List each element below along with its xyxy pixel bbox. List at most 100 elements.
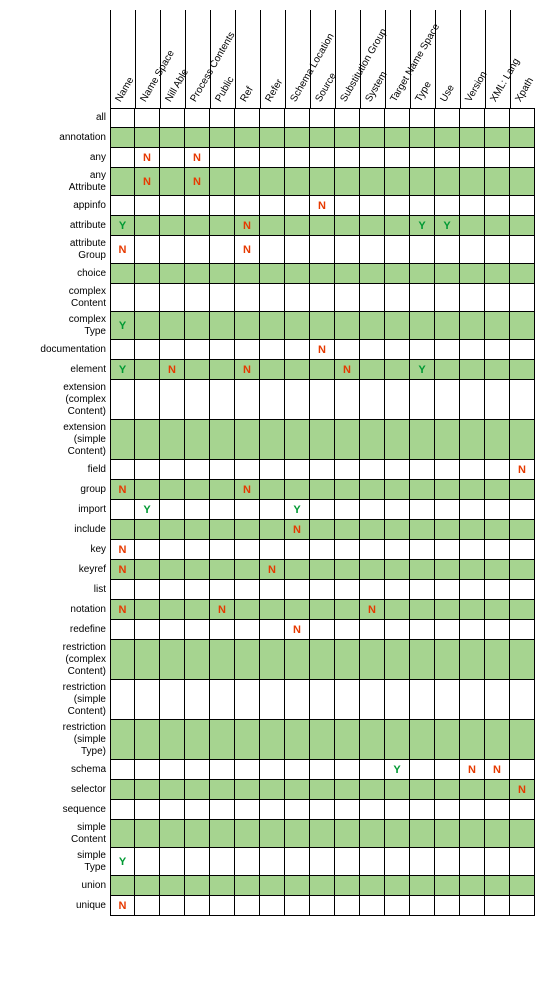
matrix-cell: [360, 780, 385, 800]
matrix-cell: [385, 236, 410, 264]
matrix-cell: [335, 420, 360, 460]
matrix-cell: [310, 360, 335, 380]
matrix-cell: [210, 236, 235, 264]
matrix-cell: [135, 128, 160, 148]
matrix-cell: [360, 420, 385, 460]
matrix-cell: [410, 876, 435, 896]
matrix-cell: [185, 720, 210, 760]
matrix-cell: [360, 540, 385, 560]
matrix-cell: [310, 264, 335, 284]
matrix-cell: [360, 196, 385, 216]
matrix-cell: [435, 520, 460, 540]
matrix-cell: [260, 108, 285, 128]
matrix-cell: [410, 760, 435, 780]
matrix-cell: [260, 480, 285, 500]
matrix-cell: [435, 760, 460, 780]
matrix-cell: [485, 680, 510, 720]
matrix-cell: [185, 196, 210, 216]
matrix-cell: [160, 108, 185, 128]
matrix-cell: [285, 128, 310, 148]
row-label: import: [10, 500, 110, 520]
matrix-cell: [185, 620, 210, 640]
matrix-cell: [285, 876, 310, 896]
matrix-cell: [510, 500, 535, 520]
matrix-cell: [110, 264, 135, 284]
matrix-cell: [310, 420, 335, 460]
matrix-cell: [310, 284, 335, 312]
matrix-cell: Y: [110, 360, 135, 380]
matrix-cell: [335, 380, 360, 420]
matrix-cell: [510, 760, 535, 780]
matrix-cell: [210, 460, 235, 480]
matrix-cell: [260, 580, 285, 600]
matrix-cell: [360, 340, 385, 360]
matrix-cell: [160, 540, 185, 560]
matrix-cell: N: [460, 760, 485, 780]
matrix-cell: [510, 360, 535, 380]
matrix-cell: [485, 800, 510, 820]
matrix-cell: [285, 108, 310, 128]
matrix-cell: [435, 108, 460, 128]
matrix-cell: [110, 520, 135, 540]
matrix-cell: [135, 540, 160, 560]
matrix-cell: [185, 520, 210, 540]
matrix-cell: [285, 800, 310, 820]
matrix-cell: [185, 460, 210, 480]
matrix-cell: [310, 560, 335, 580]
matrix-cell: [435, 720, 460, 760]
matrix-cell: [485, 580, 510, 600]
matrix-cell: [185, 128, 210, 148]
matrix-cell: [210, 128, 235, 148]
matrix-cell: [310, 460, 335, 480]
matrix-cell: [335, 148, 360, 168]
column-header-label: Name: [113, 75, 136, 104]
matrix-cell: [360, 896, 385, 916]
matrix-cell: [410, 284, 435, 312]
matrix-cell: [110, 380, 135, 420]
matrix-cell: Y: [135, 500, 160, 520]
matrix-cell: [335, 168, 360, 196]
matrix-cell: [135, 196, 160, 216]
matrix-cell: [335, 312, 360, 340]
matrix-cell: [160, 848, 185, 876]
matrix-cell: [385, 560, 410, 580]
matrix-cell: [185, 760, 210, 780]
matrix-cell: [210, 620, 235, 640]
matrix-cell: [235, 640, 260, 680]
matrix-cell: [360, 848, 385, 876]
matrix-cell: [385, 580, 410, 600]
matrix-cell: [510, 540, 535, 560]
matrix-cell: [335, 560, 360, 580]
matrix-cell: [235, 540, 260, 560]
matrix-cell: [335, 480, 360, 500]
matrix-cell: [235, 560, 260, 580]
matrix-cell: [285, 312, 310, 340]
matrix-cell: Y: [410, 360, 435, 380]
matrix-cell: [185, 780, 210, 800]
matrix-cell: [210, 848, 235, 876]
matrix-cell: [260, 284, 285, 312]
matrix-cell: [235, 760, 260, 780]
matrix-cell: [485, 480, 510, 500]
matrix-cell: [410, 580, 435, 600]
matrix-cell: [460, 236, 485, 264]
matrix-cell: N: [310, 196, 335, 216]
matrix-cell: [460, 780, 485, 800]
column-header: Target Name Space: [385, 10, 410, 108]
matrix-cell: [335, 460, 360, 480]
matrix-cell: [435, 580, 460, 600]
matrix-cell: [435, 896, 460, 916]
matrix-cell: [310, 216, 335, 236]
matrix-cell: [210, 680, 235, 720]
matrix-cell: [110, 128, 135, 148]
row-label: documentation: [10, 340, 110, 360]
matrix-cell: [310, 876, 335, 896]
corner-cell: [10, 10, 110, 108]
matrix-cell: [160, 876, 185, 896]
matrix-cell: [510, 264, 535, 284]
matrix-cell: [160, 640, 185, 680]
matrix-cell: [285, 148, 310, 168]
matrix-cell: [385, 196, 410, 216]
matrix-cell: Y: [285, 500, 310, 520]
matrix-cell: [485, 820, 510, 848]
